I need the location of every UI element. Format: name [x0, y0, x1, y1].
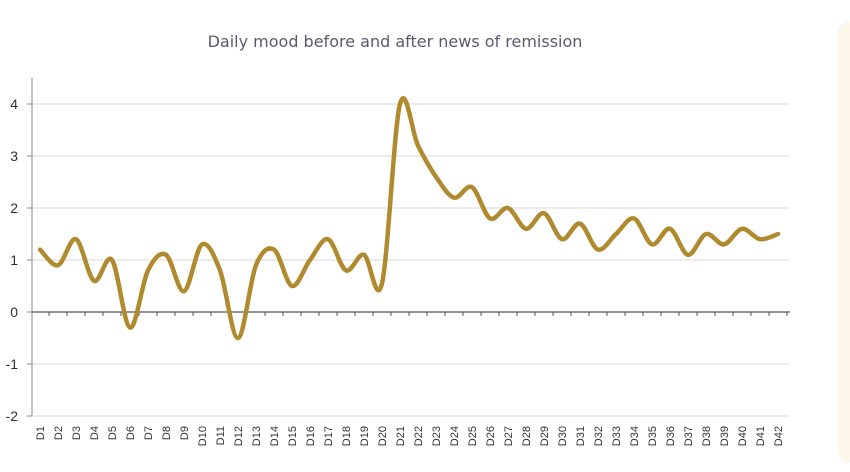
x-tick-label: D11	[215, 426, 227, 445]
x-tick-label: D13	[251, 426, 263, 446]
x-tick-label: D34	[629, 426, 641, 446]
y-tick-label: -2	[6, 408, 19, 424]
x-tick-label: D10	[197, 426, 209, 446]
x-tick-label: D22	[413, 426, 425, 446]
x-tick-label: D31	[575, 426, 587, 446]
x-tick-label: D4	[89, 426, 101, 440]
y-tick-label: 0	[10, 304, 18, 320]
x-tick-label: D2	[53, 426, 65, 440]
x-tick-label: D14	[269, 426, 281, 446]
x-tick-label: D40	[737, 426, 749, 446]
x-tick-label: D41	[755, 426, 767, 446]
x-tick-label: D21	[395, 426, 407, 446]
x-tick-label: D6	[125, 426, 137, 440]
x-tick-label: D25	[467, 426, 479, 446]
x-tick-label: D24	[449, 426, 461, 446]
x-tick-label: D38	[701, 426, 713, 446]
x-tick-label: D30	[557, 426, 569, 446]
side-panel	[838, 22, 850, 462]
x-tick-label: D35	[647, 426, 659, 446]
x-tick-label: D39	[719, 426, 731, 446]
x-tick-label: D23	[431, 426, 443, 446]
x-tick-label: D32	[593, 426, 605, 446]
y-tick-label: 3	[10, 148, 18, 164]
chart-title: Daily mood before and after news of remi…	[207, 32, 583, 51]
x-tick-label: D19	[359, 426, 371, 446]
x-tick-label: D1	[35, 426, 47, 440]
x-tick-label: D18	[341, 426, 353, 446]
x-tick-label: D5	[107, 426, 119, 440]
x-tick-label: D7	[143, 426, 155, 440]
x-tick-label: D36	[665, 426, 677, 446]
x-tick-label: D26	[485, 426, 497, 446]
y-tick-label: 1	[10, 252, 18, 268]
x-tick-label: D15	[287, 426, 299, 446]
x-tick-label: D17	[323, 426, 335, 446]
x-tick-label: D27	[503, 426, 515, 446]
x-tick-label: D42	[773, 426, 785, 446]
x-tick-label: D28	[521, 426, 533, 446]
x-tick-label: D16	[305, 426, 317, 446]
mood-series-line	[37, 96, 781, 341]
x-tick-label: D20	[377, 426, 389, 446]
y-tick-label: 2	[10, 200, 18, 216]
x-tick-label: D33	[611, 426, 623, 446]
x-tick-label: D8	[161, 426, 173, 440]
x-tick-label: D3	[71, 426, 83, 440]
x-tick-label: D37	[683, 426, 695, 446]
x-tick-label: D29	[539, 426, 551, 446]
x-tick-label: D12	[233, 426, 245, 446]
x-tick-label: D9	[179, 426, 191, 440]
y-tick-label: 4	[10, 96, 18, 112]
y-tick-label: -1	[6, 356, 19, 372]
